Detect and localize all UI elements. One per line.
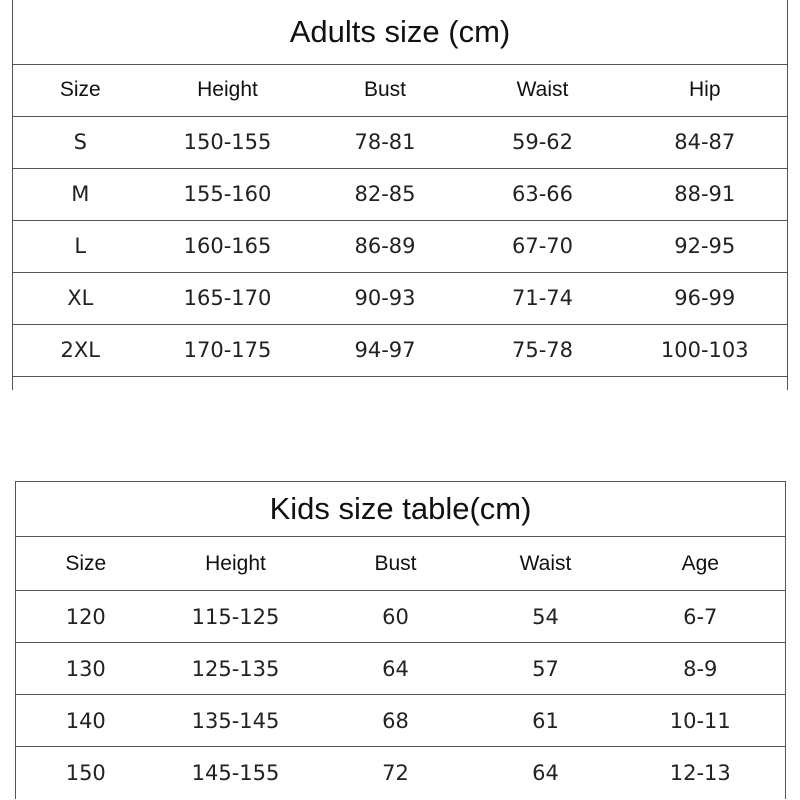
adults-size-table: Adults size (cm) Size Height Bust Waist … [12,0,788,390]
cell-height: 160-165 [147,220,308,273]
cell-size: 120 [15,590,156,643]
cell-size: 2XL [12,324,148,377]
adults-header-row: Size Height Bust Waist Hip [12,64,788,117]
cell-age: 12-13 [669,760,731,785]
cell-bust: 82-85 [307,168,463,221]
cell-size: 140 [15,694,156,747]
cell-waist: 57 [475,642,616,695]
table-row: M 155-160 82-85 63-66 88-91 [12,168,788,221]
cell-waist: 64 [532,760,559,785]
cell-hip: 96-99 [622,272,788,325]
header-waist: Waist [462,64,623,117]
cell-bust: 60 [315,590,476,643]
cell-height: 145-155 [191,760,280,785]
cell-waist: 71-74 [462,272,623,325]
cell-waist: 61 [475,694,616,747]
cell-waist: 75-78 [462,324,623,377]
cell-waist: 54 [475,590,616,643]
cell-height: 170-175 [147,324,308,377]
cell-bust: 72 [382,760,409,785]
kids-size-table: Kids size table(cm) Size Height Bust Wai… [15,481,787,799]
cell-size: 130 [15,642,156,695]
cell-height: 155-160 [147,168,308,221]
adults-table-title: Adults size (cm) [12,0,788,65]
cell-size: M [12,168,148,221]
cell-size: L [12,220,148,273]
cell-height: 125-135 [155,642,316,695]
table-row: 120 115-125 60 54 6-7 [15,590,786,643]
table-row: XL 165-170 90-93 71-74 96-99 [12,272,788,325]
cell-hip: 100-103 [622,324,788,377]
cell-height: 150-155 [147,116,308,169]
cell-height: 135-145 [155,694,316,747]
cell-age: 10-11 [615,694,786,747]
header-waist: Waist [475,536,616,591]
cell-bust: 90-93 [307,272,463,325]
cell-hip: 84-87 [622,116,788,169]
table-row: 140 135-145 68 61 10-11 [15,694,786,747]
header-hip: Hip [622,64,788,117]
cell-bust: 64 [315,642,476,695]
header-size: Size [12,64,148,117]
kids-header-row: Size Height Bust Waist Age [15,536,786,591]
cell-age: 8-9 [615,642,786,695]
cell-hip: 92-95 [622,220,788,273]
table-row: 2XL 170-175 94-97 75-78 100-103 [12,324,788,377]
header-height: Height [147,64,308,117]
header-size: Size [15,536,156,591]
cell-size: XL [12,272,148,325]
cell-hip: 88-91 [622,168,788,221]
table-tail [13,376,788,390]
table-row: 150 145-155 72 64 12-13 [16,747,786,799]
cell-height: 165-170 [147,272,308,325]
cell-waist: 63-66 [462,168,623,221]
header-age: Age [615,536,786,591]
cell-age: 6-7 [615,590,786,643]
table-row: S 150-155 78-81 59-62 84-87 [12,116,788,169]
cell-bust: 78-81 [307,116,463,169]
cell-size: 150 [65,760,106,785]
header-bust: Bust [315,536,476,591]
header-height: Height [155,536,316,591]
cell-waist: 59-62 [462,116,623,169]
kids-table-title: Kids size table(cm) [15,481,786,537]
cell-bust: 86-89 [307,220,463,273]
cell-size: S [12,116,148,169]
table-row: 130 125-135 64 57 8-9 [15,642,786,695]
cell-height: 115-125 [155,590,316,643]
cell-bust: 94-97 [307,324,463,377]
table-row: L 160-165 86-89 67-70 92-95 [12,220,788,273]
cell-bust: 68 [315,694,476,747]
header-bust: Bust [307,64,463,117]
cell-waist: 67-70 [462,220,623,273]
